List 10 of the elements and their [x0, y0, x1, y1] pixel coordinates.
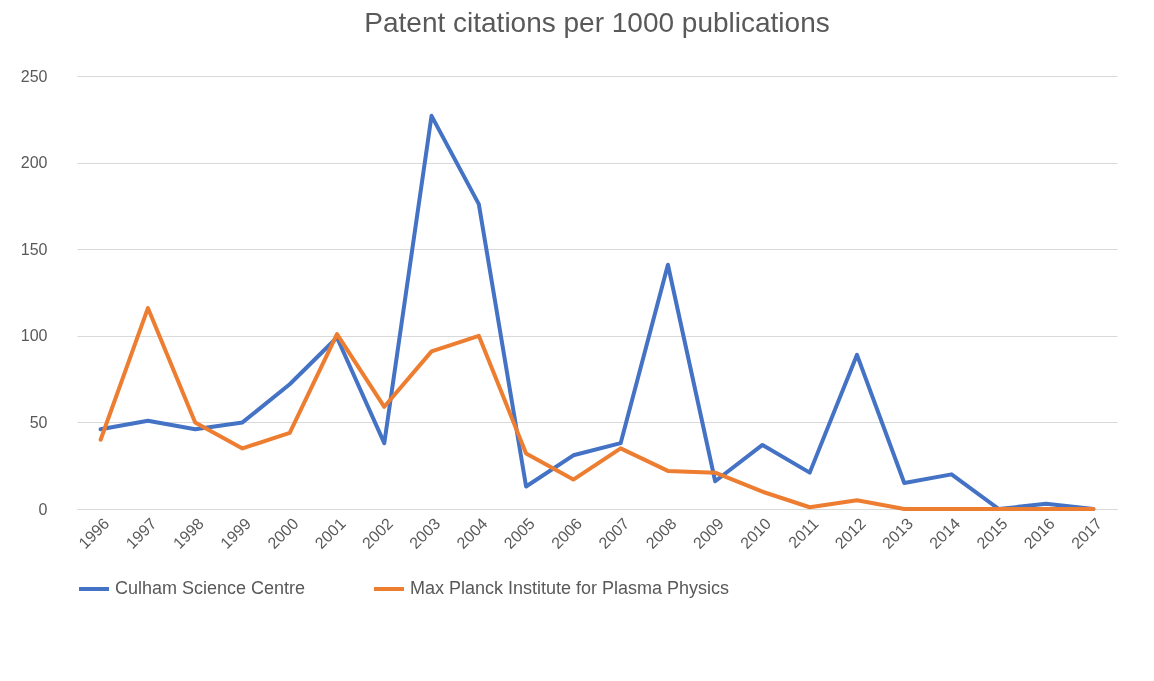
y-tick-label: 100 — [20, 327, 48, 345]
y-tick-label: 150 — [20, 240, 48, 258]
y-tick-label: 250 — [20, 67, 48, 85]
y-tick-label: 200 — [20, 154, 48, 172]
legend-label: Culham Science Centre — [115, 578, 306, 598]
line-series — [98, 306, 1096, 511]
chart-title: Patent citations per 1000 publications — [364, 7, 830, 38]
y-tick-label: 0 — [38, 500, 48, 518]
y-tick-label: 50 — [29, 413, 48, 431]
legend-label: Max Planck Institute for Plasma Physics — [410, 578, 730, 598]
